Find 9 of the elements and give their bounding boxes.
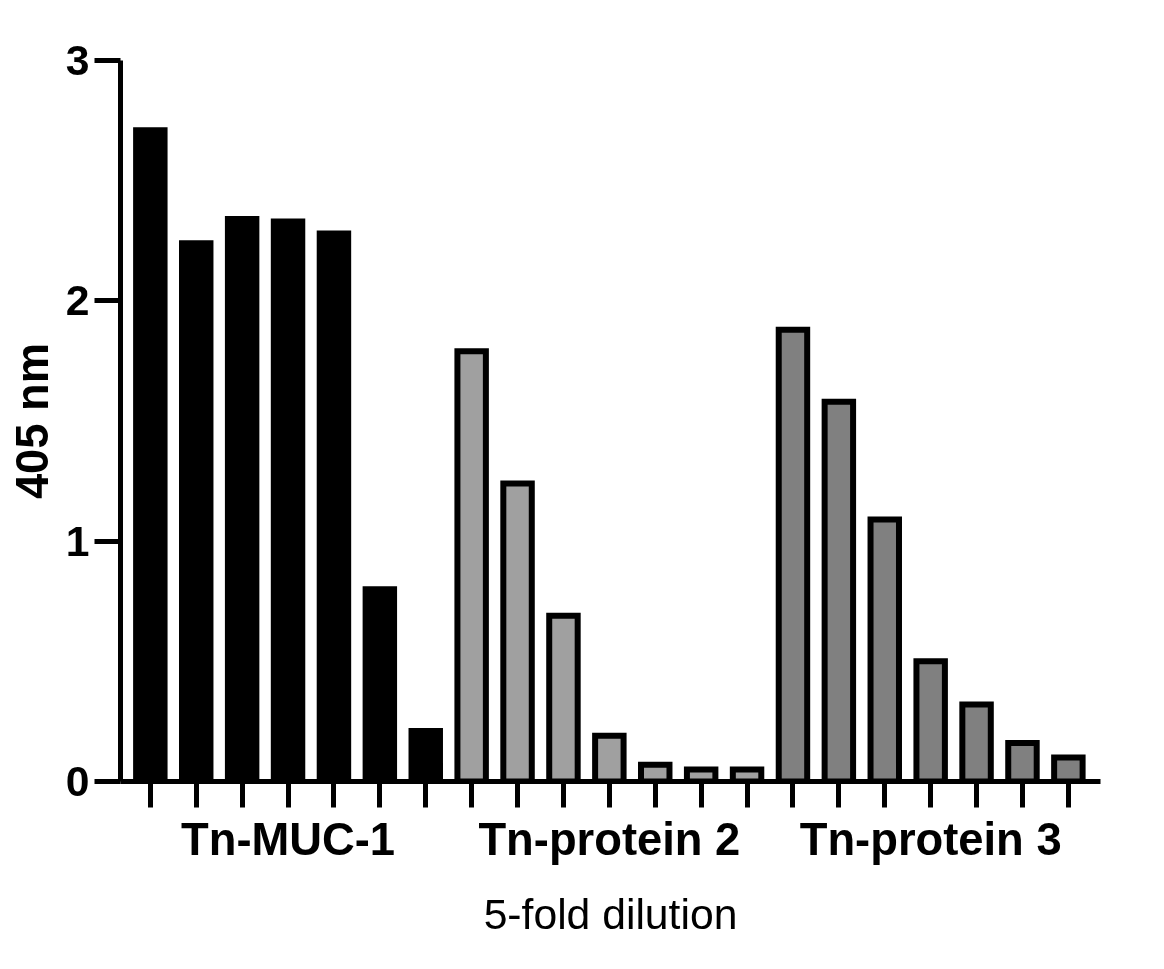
x-tick-label: Tn-protein 2: [478, 813, 741, 865]
x-axis-title: 5-fold dilution: [483, 889, 738, 938]
x-tick-label: Tn-MUC-1: [181, 813, 396, 865]
y-tick-label: 0: [65, 757, 90, 805]
y-tick-label: 3: [65, 36, 90, 84]
y-tick-label: 2: [65, 276, 90, 325]
y-axis-title: 405 nm: [6, 342, 58, 500]
x-tick-label: Tn-protein 3: [799, 813, 1062, 865]
y-tick-label: 1: [65, 516, 90, 565]
